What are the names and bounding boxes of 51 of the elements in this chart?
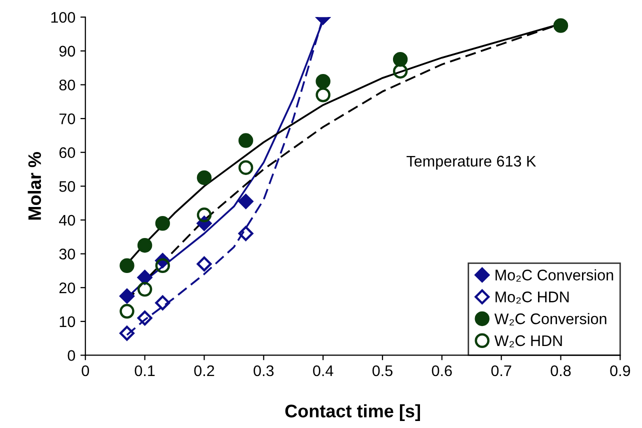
point (238, 133, 254, 148)
point (137, 310, 152, 326)
y-tick-label: 70 (59, 113, 76, 124)
point (238, 226, 254, 242)
x-tick-label: 0.4 (313, 365, 334, 376)
y-tick-label: 90 (59, 46, 76, 57)
point (155, 258, 170, 273)
point (120, 258, 134, 273)
annotation: Temperature 613 K (406, 156, 536, 170)
y-tick-label: 80 (59, 80, 76, 90)
point (238, 194, 254, 209)
point (137, 238, 152, 253)
y-tick-label: 30 (59, 248, 76, 260)
point (316, 74, 330, 89)
x-tick-label: 0.1 (134, 365, 155, 376)
point (316, 88, 330, 102)
y-tick-label: 40 (59, 214, 76, 226)
point (137, 270, 152, 285)
legend-label: W₂C Conversion (494, 313, 606, 326)
y-tick-label: 60 (59, 147, 76, 158)
point (155, 216, 170, 231)
legend-label: Mo₂C Conversion (496, 269, 614, 282)
y-tick-label: 0 (68, 350, 76, 361)
x-tick-label: 0.9 (610, 365, 630, 376)
point (196, 208, 212, 222)
point (196, 170, 212, 186)
point (553, 18, 568, 33)
y-tick-label: 50 (59, 181, 76, 192)
point (120, 304, 134, 319)
x-tick-label: 0 (82, 365, 90, 376)
point (155, 295, 170, 310)
x-tick-label: 0.2 (194, 365, 214, 376)
x-axis-title: Contact time [s] (285, 404, 420, 422)
y-axis-title: Molar % (28, 152, 42, 220)
x-tick-label: 0.3 (254, 365, 274, 376)
legend-label: Mo₂C HDN (496, 292, 569, 304)
point (137, 282, 152, 297)
point (238, 160, 254, 175)
x-tick-label: 0.6 (432, 365, 452, 376)
y-tick-label: 10 (60, 316, 76, 328)
point (392, 52, 408, 67)
point (196, 256, 212, 272)
y-tick-label: 20 (59, 282, 76, 294)
point (392, 64, 408, 79)
x-tick-label: 0.7 (491, 365, 512, 376)
legend-label: W₂C HDN (494, 335, 562, 348)
point (119, 288, 134, 304)
x-tick-label: 0.8 (550, 365, 571, 376)
point (119, 326, 134, 341)
y-tick-label: 100 (51, 12, 76, 23)
x-tick-label: 0.5 (372, 365, 392, 376)
